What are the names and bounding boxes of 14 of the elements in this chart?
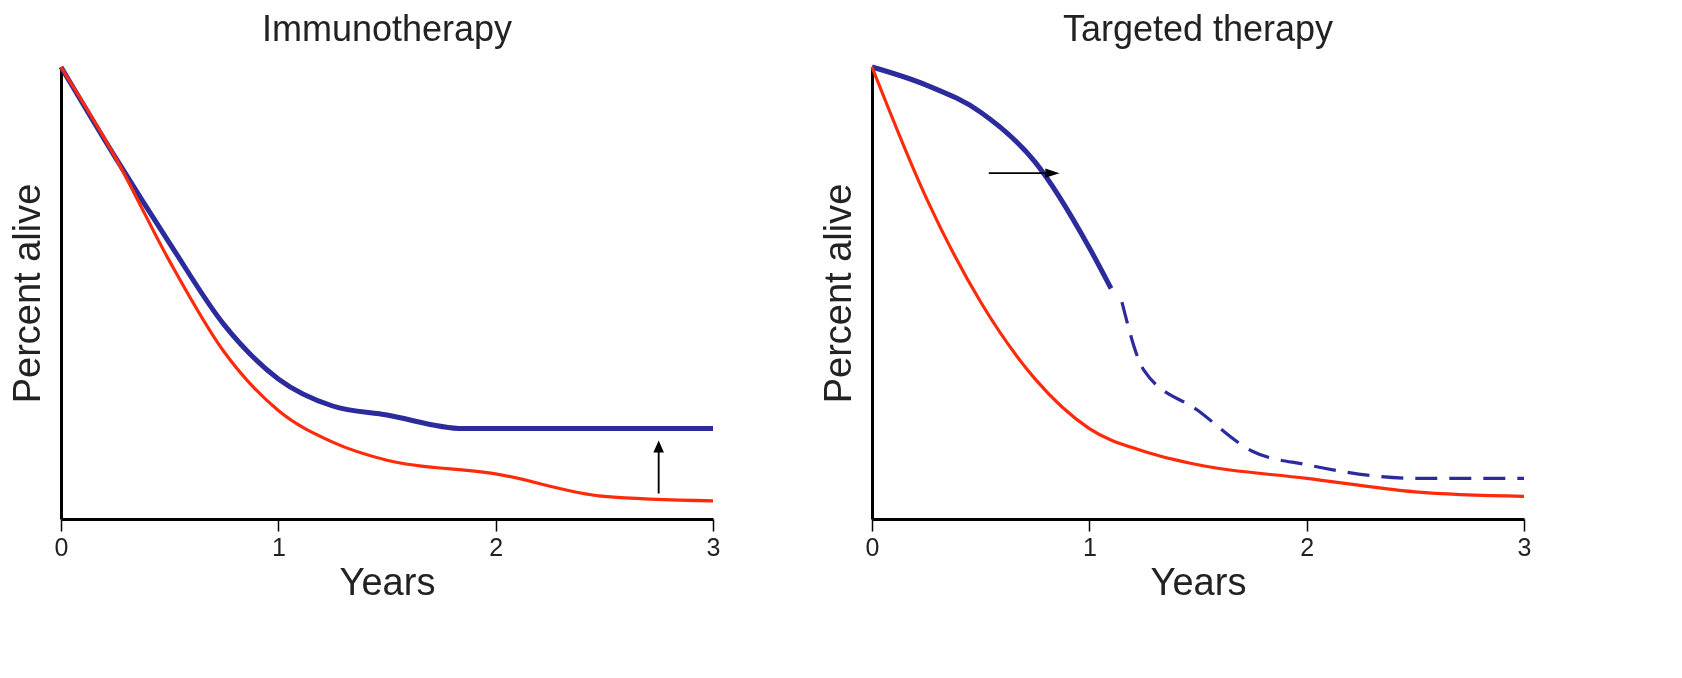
y-axis-title: Percent alive [5, 183, 48, 404]
x-tick-label: 2 [489, 532, 504, 561]
x-tick-label: 0 [54, 532, 69, 561]
x-tick-label: 3 [706, 532, 721, 561]
x-tick-label: 0 [865, 532, 880, 561]
x-tick-label: 2 [1300, 532, 1315, 561]
x-axis-title: Years [339, 560, 436, 603]
x-tick-label: 3 [1517, 532, 1532, 561]
x-axis-title: Years [1150, 560, 1247, 603]
chart-title: Targeted therapy [1062, 7, 1334, 49]
x-tick-label: 1 [271, 532, 286, 561]
x-tick-label: 1 [1082, 532, 1097, 561]
chart-title: Immunotherapy [261, 7, 513, 49]
y-axis-title: Percent alive [816, 183, 859, 404]
